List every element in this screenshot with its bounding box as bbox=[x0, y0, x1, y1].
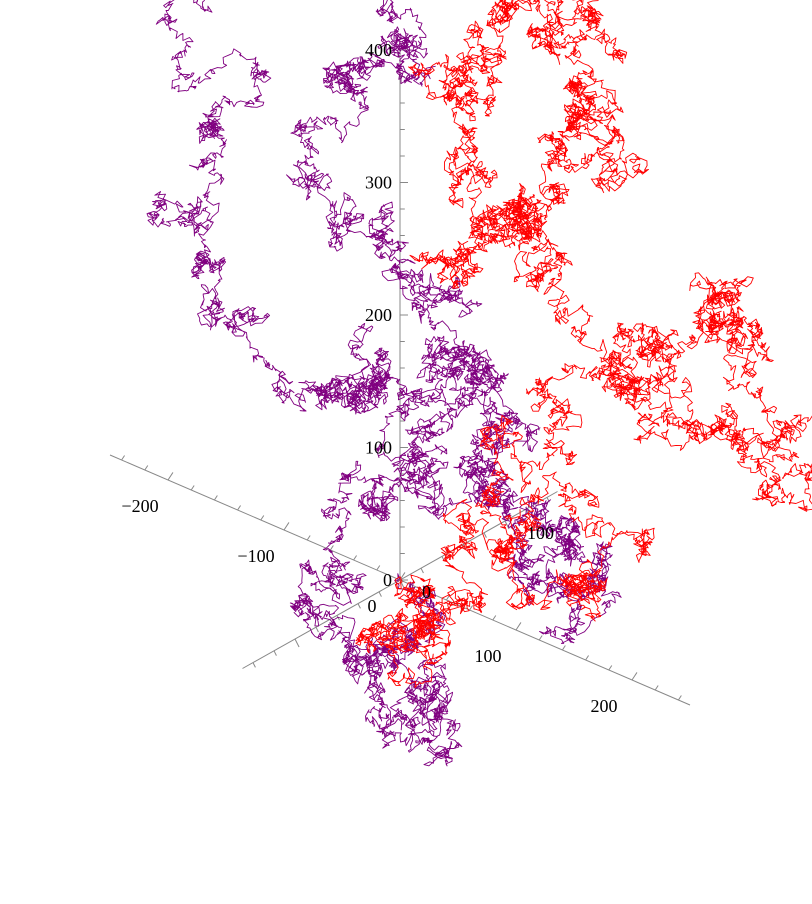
y-axis-tick bbox=[378, 591, 382, 597]
x-tick-label: 100 bbox=[475, 646, 502, 666]
y-axis-tick bbox=[504, 520, 510, 530]
x-axis-tick bbox=[353, 555, 357, 561]
y-axis-tick bbox=[357, 603, 361, 609]
x-axis-tick bbox=[213, 495, 218, 501]
series-layer bbox=[146, 0, 812, 767]
y-axis-tick bbox=[315, 626, 319, 633]
x-axis-tick bbox=[561, 645, 566, 651]
y-tick-label: 0 bbox=[422, 582, 431, 602]
x-axis-tick bbox=[376, 565, 381, 571]
x-axis-tick bbox=[237, 505, 241, 511]
y-axis-tick bbox=[483, 532, 487, 538]
x-tick-label: −200 bbox=[121, 496, 158, 516]
y-axis-tick bbox=[252, 662, 256, 668]
x-axis-tick bbox=[329, 545, 334, 551]
x-axis-tick bbox=[492, 615, 497, 621]
y-tick-label: 100 bbox=[527, 523, 554, 543]
x-tick-label: 200 bbox=[591, 696, 618, 716]
x-axis-tick bbox=[538, 635, 543, 641]
x-axis-tick bbox=[144, 465, 149, 471]
x-axis-tick bbox=[121, 455, 125, 461]
z-tick-label: 200 bbox=[365, 305, 392, 325]
z-tick-label: 300 bbox=[365, 173, 392, 193]
x-axis-tick bbox=[445, 595, 450, 601]
x-tick-label: 0 bbox=[368, 596, 377, 616]
y-axis-tick bbox=[420, 567, 424, 574]
y-axis-tick bbox=[273, 650, 277, 656]
series-1-walk bbox=[146, 0, 622, 767]
x-axis-tick bbox=[677, 695, 682, 701]
series-2-walk bbox=[355, 0, 812, 689]
x-axis-tick bbox=[167, 472, 174, 481]
x-axis-tick bbox=[190, 485, 195, 491]
z-tick-label: 400 bbox=[365, 40, 392, 60]
z-tick-label: 0 bbox=[383, 570, 392, 590]
x-axis-tick bbox=[515, 622, 522, 631]
x-axis-tick bbox=[469, 605, 473, 611]
x-axis-tick bbox=[654, 685, 659, 691]
x-axis-tick bbox=[283, 522, 290, 531]
x-axis-tick bbox=[260, 515, 265, 521]
x-axis-tick bbox=[585, 655, 589, 661]
x-axis-tick bbox=[608, 665, 613, 671]
x-axis-tick bbox=[306, 535, 311, 541]
tick-labels: −200 −100 0 100 200 0 100 0 100 200 300 400 bbox=[121, 40, 617, 716]
x-tick-label: −100 bbox=[237, 546, 274, 566]
z-tick-label: 100 bbox=[365, 438, 392, 458]
y-axis-tick bbox=[294, 638, 300, 648]
x-axis-tick bbox=[631, 672, 638, 681]
